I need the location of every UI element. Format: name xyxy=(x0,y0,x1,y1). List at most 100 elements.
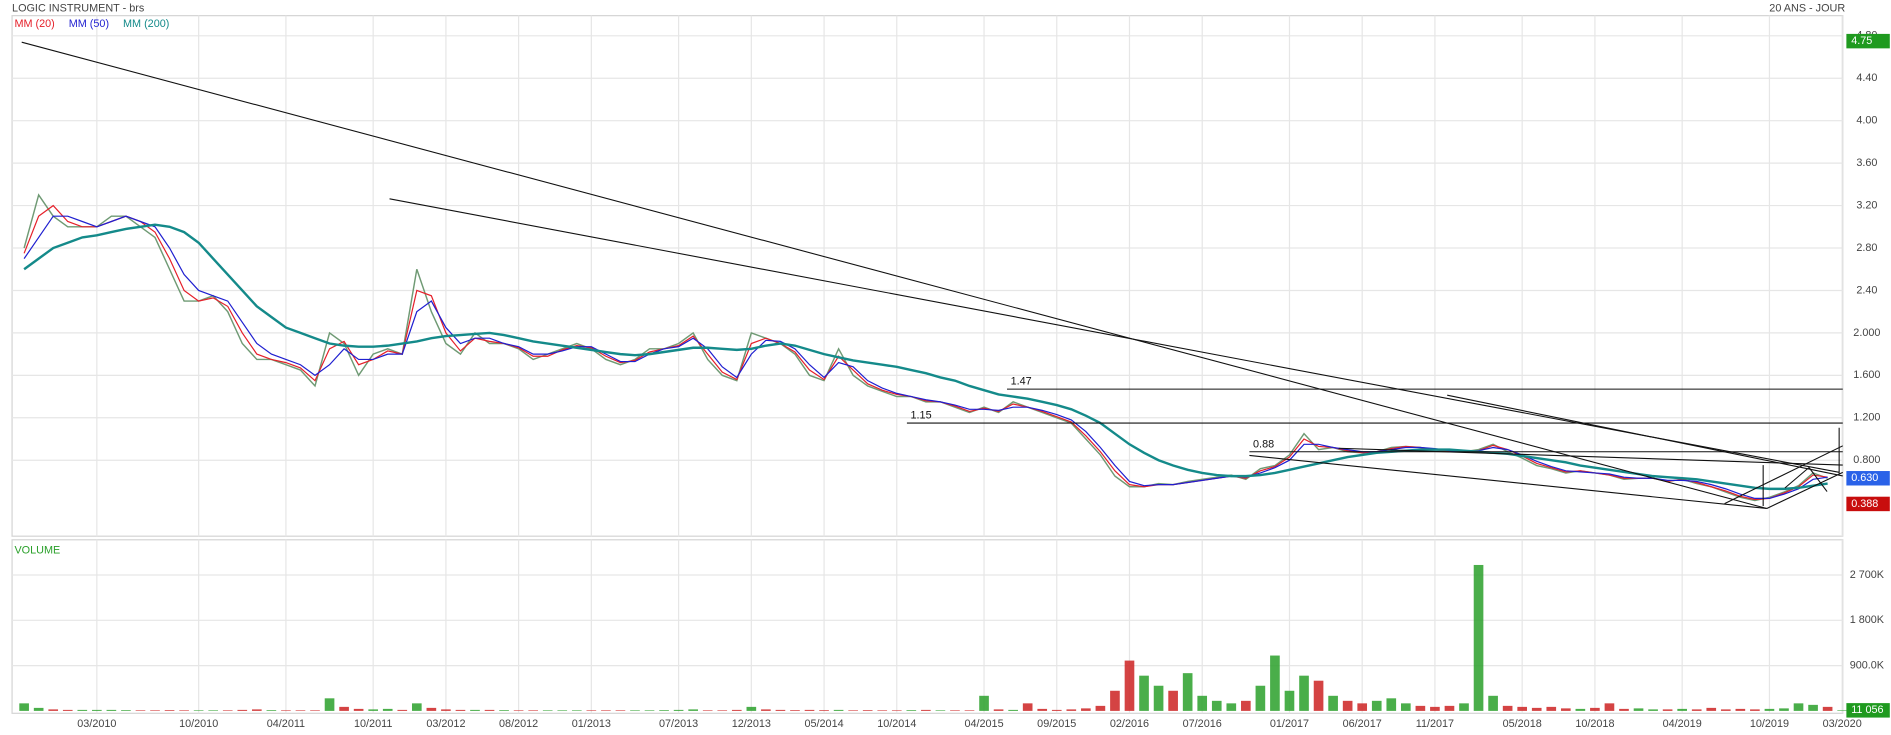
trend-lines xyxy=(21,41,1843,510)
value-marker xyxy=(1846,471,1890,486)
volume-bar xyxy=(1691,709,1702,711)
volume-bar xyxy=(1153,685,1164,711)
volume-bar xyxy=(1430,706,1440,711)
x-tick-label: 08/2012 xyxy=(499,718,538,730)
volume-bar xyxy=(62,709,73,711)
volume-bar xyxy=(601,710,611,712)
x-tick-label: 10/2018 xyxy=(1575,718,1614,730)
volume-bar xyxy=(1226,703,1237,711)
volume-bar xyxy=(761,709,771,711)
x-tick-label: 05/2018 xyxy=(1503,718,1542,730)
y-tick-label: 1 800K xyxy=(1850,614,1885,626)
volume-bar xyxy=(1241,700,1251,711)
x-tick-label: 06/2017 xyxy=(1343,718,1382,730)
legend-entry: MM (200) xyxy=(123,18,169,30)
volume-bar xyxy=(528,710,538,712)
volume-bar xyxy=(1081,708,1091,711)
volume-bar xyxy=(208,710,219,712)
y-tick-label: 0.800 xyxy=(1853,454,1880,466)
trend-line xyxy=(1249,454,1767,510)
volume-bar xyxy=(1255,685,1266,711)
volume-bar xyxy=(513,710,524,712)
volume-bar xyxy=(542,710,553,712)
volume-bar xyxy=(411,703,422,711)
volume-bar xyxy=(1706,707,1717,711)
volume-bar xyxy=(1720,709,1731,711)
volume-bar xyxy=(1124,660,1135,711)
value-marker-label: 11 056 xyxy=(1851,704,1883,716)
x-tick-label: 10/2014 xyxy=(877,718,916,730)
y-tick-label: 2 700K xyxy=(1850,569,1885,581)
volume-bar xyxy=(252,709,262,711)
volume-bar xyxy=(1328,695,1338,711)
volume-bar xyxy=(1502,705,1513,711)
y-tick-label: 3.20 xyxy=(1856,199,1877,211)
volume-bar xyxy=(193,710,204,712)
volume-bar xyxy=(1342,700,1353,711)
volume-bar xyxy=(1604,703,1615,711)
marks xyxy=(19,193,1847,712)
volume-bar xyxy=(571,710,582,712)
volume-bar xyxy=(659,710,669,711)
volume-bar xyxy=(77,709,88,711)
volume-bar xyxy=(1197,695,1208,711)
x-tick-label: 07/2013 xyxy=(659,718,698,730)
volume-bar xyxy=(1735,708,1746,711)
volume-bar xyxy=(339,706,349,711)
volume-bar xyxy=(644,710,655,712)
volume-bar xyxy=(891,710,902,712)
price-line xyxy=(23,204,1828,501)
volume-bar xyxy=(1284,690,1295,711)
volume-bar xyxy=(1313,680,1324,711)
price-panel xyxy=(11,15,1844,537)
volume-bar xyxy=(615,710,626,712)
volume-bar xyxy=(630,710,640,712)
x-tick-label: 03/2010 xyxy=(77,718,116,730)
volume-bar xyxy=(1415,705,1426,711)
value-marker xyxy=(1846,33,1890,49)
y-tick-label: 1.600 xyxy=(1853,369,1880,381)
volume-bar xyxy=(1633,708,1644,711)
volume-title: VOLUME xyxy=(14,545,60,557)
volume-bar xyxy=(586,710,597,712)
volume-bar xyxy=(921,709,931,711)
volume-bar xyxy=(1517,706,1528,711)
legend-entry: MM (50) xyxy=(69,18,109,30)
volume-bar xyxy=(1211,700,1222,711)
volume-bar xyxy=(1051,709,1062,711)
volume-bar xyxy=(1139,675,1149,711)
value-marker-label: 0.388 xyxy=(1851,498,1878,510)
volume-bar xyxy=(1575,708,1586,711)
volume-bar xyxy=(775,709,786,711)
y-tick-label: 2.000 xyxy=(1853,327,1880,339)
volume-bar xyxy=(1560,708,1571,711)
volume-bar xyxy=(121,710,131,711)
volume-bar xyxy=(950,710,960,712)
volume-bar xyxy=(673,709,684,711)
volume-bar xyxy=(717,710,728,712)
value-marker xyxy=(1846,496,1890,512)
price-line xyxy=(23,223,1828,491)
volume-bar xyxy=(455,709,466,711)
y-tick-label: 900.0K xyxy=(1850,659,1885,671)
volume-panel xyxy=(11,539,1844,714)
volume-bar xyxy=(19,703,29,711)
volume-bar xyxy=(150,710,160,712)
x-tick-label: 10/2010 xyxy=(179,718,218,730)
volume-bar xyxy=(222,710,233,712)
volume-bar xyxy=(164,710,175,711)
volume-bar xyxy=(441,709,451,711)
volume-bar xyxy=(281,710,291,712)
x-tick-label: 12/2013 xyxy=(732,718,771,730)
volume-bar xyxy=(848,710,858,712)
grid xyxy=(12,15,1843,714)
volume-bar xyxy=(368,709,379,711)
trend-line xyxy=(1724,445,1843,505)
volume-bar xyxy=(48,709,59,711)
volume-bar xyxy=(1662,709,1673,711)
volume-bar xyxy=(804,709,815,711)
y-tick-label: 1.200 xyxy=(1853,412,1880,424)
volume-bar xyxy=(746,706,757,711)
volume-bar xyxy=(295,710,306,712)
volume-bar xyxy=(1095,705,1106,711)
